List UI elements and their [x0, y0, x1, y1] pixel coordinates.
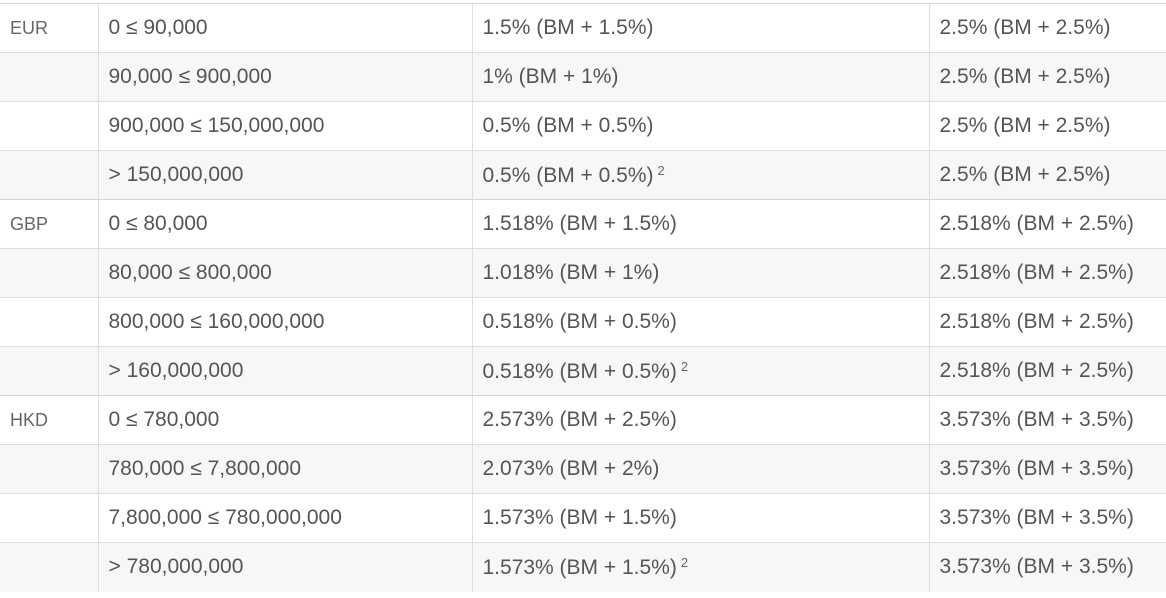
rate-cell: 0.5% (BM + 0.5%) 2: [471, 150, 929, 200]
rate-cell-alt: 2.518% (BM + 2.5%): [928, 346, 1166, 396]
tier-cell: 80,000 ≤ 800,000: [97, 248, 472, 298]
rate-cell-alt: 2.5% (BM + 2.5%): [928, 101, 1166, 151]
currency-cell: [0, 444, 98, 494]
tier-cell: 0 ≤ 780,000: [97, 395, 472, 445]
rate-cell-alt: 2.5% (BM + 2.5%): [928, 52, 1166, 102]
table-row: 780,000 ≤ 7,800,000 2.073% (BM + 2%) 3.5…: [0, 444, 1166, 494]
table-row: 7,800,000 ≤ 780,000,000 1.573% (BM + 1.5…: [0, 493, 1166, 543]
rate-cell: 2.573% (BM + 2.5%): [471, 395, 929, 445]
currency-cell: HKD: [0, 395, 98, 445]
tier-cell: 7,800,000 ≤ 780,000,000: [97, 493, 472, 543]
rate-value: 1% (BM + 1%): [482, 65, 619, 88]
tier-cell: 90,000 ≤ 900,000: [97, 52, 472, 102]
rate-value: 2.073% (BM + 2%): [482, 457, 660, 480]
table-row: > 160,000,000 0.518% (BM + 0.5%) 2 2.518%…: [0, 346, 1166, 396]
rate-value: 0.518% (BM + 0.5%): [482, 359, 677, 383]
table-row: > 780,000,000 1.573% (BM + 1.5%) 2 3.573%…: [0, 542, 1166, 592]
rate-cell-alt: 2.5% (BM + 2.5%): [928, 150, 1166, 200]
rate-cell: 2.073% (BM + 2%): [471, 444, 929, 494]
rate-cell-alt: 2.518% (BM + 2.5%): [928, 297, 1166, 347]
rate-cell-alt: 3.573% (BM + 3.5%): [928, 542, 1166, 592]
rate-cell: 1.5% (BM + 1.5%): [471, 3, 929, 53]
tier-cell: 780,000 ≤ 7,800,000: [97, 444, 472, 494]
footnote-marker[interactable]: 2: [680, 554, 689, 570]
rate-cell: 0.518% (BM + 0.5%): [471, 297, 929, 347]
currency-cell: [0, 493, 98, 543]
tier-cell: 0 ≤ 80,000: [97, 199, 472, 249]
rate-cell: 1.518% (BM + 1.5%): [471, 199, 929, 249]
table-row: GBP 0 ≤ 80,000 1.518% (BM + 1.5%) 2.518%…: [0, 199, 1166, 249]
rate-cell-alt: 3.573% (BM + 3.5%): [928, 493, 1166, 543]
rate-value: 1.573% (BM + 1.5%): [482, 555, 677, 579]
rate-cell: 1.573% (BM + 1.5%) 2: [471, 542, 929, 592]
table-row: 900,000 ≤ 150,000,000 0.5% (BM + 0.5%) 2…: [0, 101, 1166, 151]
table-row: EUR 0 ≤ 90,000 1.5% (BM + 1.5%) 2.5% (BM…: [0, 3, 1166, 53]
rate-cell: 1.573% (BM + 1.5%): [471, 493, 929, 543]
rate-cell: 0.518% (BM + 0.5%) 2: [471, 346, 929, 396]
rate-value: 1.518% (BM + 1.5%): [482, 212, 677, 235]
rates-table: EUR 0 ≤ 90,000 1.5% (BM + 1.5%) 2.5% (BM…: [0, 3, 1166, 592]
table-row: 800,000 ≤ 160,000,000 0.518% (BM + 0.5%)…: [0, 297, 1166, 347]
rate-cell: 0.5% (BM + 0.5%): [471, 101, 929, 151]
rate-value: 1.018% (BM + 1%): [482, 261, 660, 284]
table-row: 90,000 ≤ 900,000 1% (BM + 1%) 2.5% (BM +…: [0, 52, 1166, 102]
rate-cell-alt: 2.518% (BM + 2.5%): [928, 248, 1166, 298]
currency-cell: [0, 101, 98, 151]
rate-value: 1.5% (BM + 1.5%): [482, 16, 654, 39]
rate-value: 2.573% (BM + 2.5%): [482, 408, 677, 431]
table-row: > 150,000,000 0.5% (BM + 0.5%) 2 2.5% (BM…: [0, 150, 1166, 200]
rate-cell-alt: 2.518% (BM + 2.5%): [928, 199, 1166, 249]
rate-cell-alt: 3.573% (BM + 3.5%): [928, 395, 1166, 445]
tier-cell: 800,000 ≤ 160,000,000: [97, 297, 472, 347]
currency-cell: [0, 150, 98, 200]
rate-cell: 1.018% (BM + 1%): [471, 248, 929, 298]
tier-cell: 0 ≤ 90,000: [97, 3, 472, 53]
rate-cell: 1% (BM + 1%): [471, 52, 929, 102]
footnote-marker[interactable]: 2: [680, 358, 689, 374]
rate-value: 0.5% (BM + 0.5%): [482, 163, 654, 187]
rate-value: 1.573% (BM + 1.5%): [482, 506, 677, 529]
currency-cell: [0, 248, 98, 298]
tier-cell: 900,000 ≤ 150,000,000: [97, 101, 472, 151]
rate-value: 0.518% (BM + 0.5%): [482, 310, 677, 333]
currency-cell: [0, 297, 98, 347]
currency-cell: [0, 52, 98, 102]
rate-cell-alt: 3.573% (BM + 3.5%): [928, 444, 1166, 494]
tier-cell: > 160,000,000: [97, 346, 472, 396]
rates-table-body: EUR 0 ≤ 90,000 1.5% (BM + 1.5%) 2.5% (BM…: [0, 3, 1166, 592]
rate-value: 0.5% (BM + 0.5%): [482, 114, 654, 137]
rate-cell-alt: 2.5% (BM + 2.5%): [928, 3, 1166, 53]
currency-cell: GBP: [0, 199, 98, 249]
currency-cell: [0, 346, 98, 396]
currency-cell: EUR: [0, 3, 98, 53]
footnote-marker[interactable]: 2: [657, 162, 665, 178]
table-row: HKD 0 ≤ 780,000 2.573% (BM + 2.5%) 3.573…: [0, 395, 1166, 445]
currency-cell: [0, 542, 98, 592]
table-row: 80,000 ≤ 800,000 1.018% (BM + 1%) 2.518%…: [0, 248, 1166, 298]
tier-cell: > 780,000,000: [97, 542, 472, 592]
tier-cell: > 150,000,000: [97, 150, 472, 200]
